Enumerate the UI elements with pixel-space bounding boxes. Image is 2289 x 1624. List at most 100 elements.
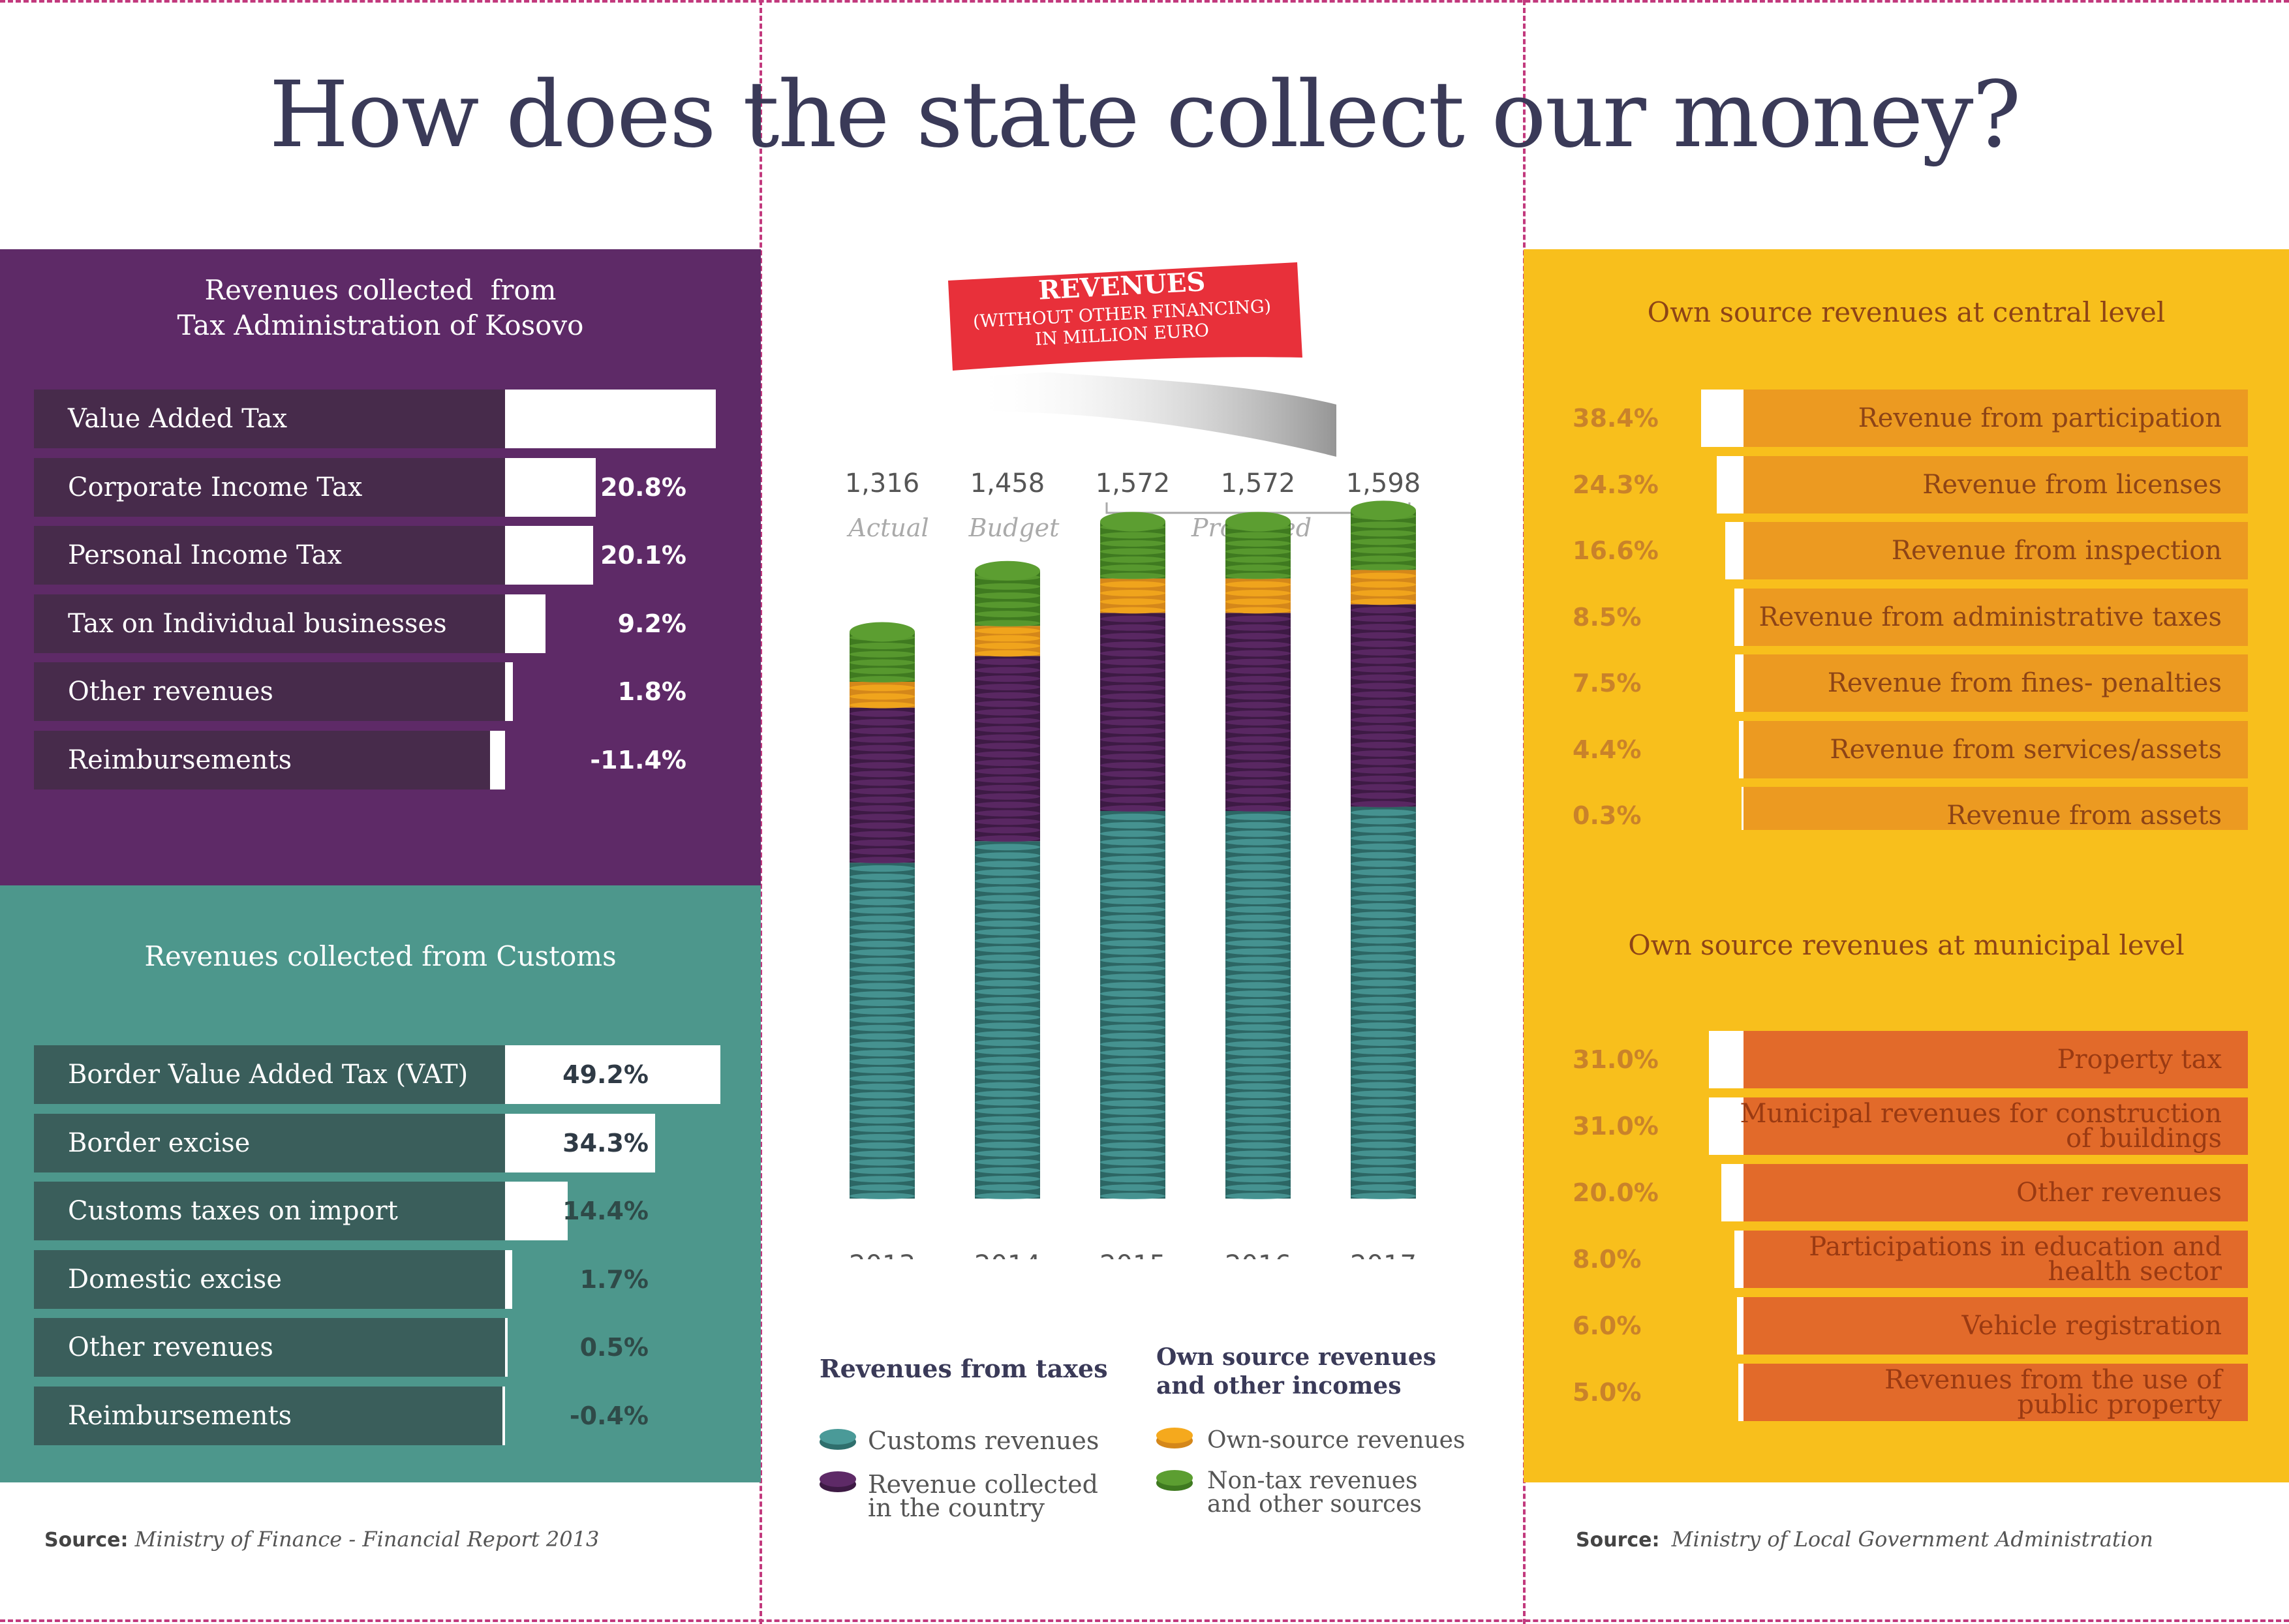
coin-edge	[1351, 649, 1416, 656]
coin-edge	[850, 1159, 915, 1166]
coin-edge	[975, 620, 1040, 627]
municipal-row-label-line: Revenues from the use of	[1884, 1365, 2222, 1395]
municipal-row: Property tax 31.0%	[1524, 1031, 2248, 1088]
coin-edge	[975, 1167, 1040, 1174]
coin-edge	[1351, 521, 1416, 529]
coin-edge	[1225, 548, 1291, 555]
coin-edge	[1225, 744, 1291, 752]
coin-edge	[1225, 830, 1291, 837]
banner-body	[948, 262, 1302, 371]
coin-edge	[975, 997, 1040, 1004]
municipal-row-strip	[1736, 1297, 1744, 1355]
tax_admin-row-label: Reimbursements	[34, 730, 505, 789]
coin-edge	[975, 642, 1040, 649]
coin-edge	[1351, 691, 1416, 698]
coin-edge	[850, 974, 915, 981]
coin-edge	[1225, 1142, 1291, 1149]
coin-edge	[1225, 1193, 1291, 1199]
coin-edge	[975, 1022, 1040, 1030]
coin-edge	[975, 726, 1040, 733]
coin-edge	[1225, 676, 1291, 682]
coin-edge	[1351, 1073, 1416, 1080]
coin-edge	[1225, 1015, 1291, 1022]
coin-edge	[1225, 667, 1291, 674]
coin-edge	[1225, 864, 1291, 871]
coin-edge	[1225, 965, 1291, 972]
customs-row-label: Reimbursements	[34, 1386, 505, 1445]
coin-edge	[1225, 1007, 1291, 1014]
municipal-row-label: Vehicle registration	[1962, 1297, 2222, 1355]
coin-edge	[1225, 590, 1291, 596]
stack-segment-country	[975, 656, 1040, 842]
stack-2015	[1100, 512, 1165, 1199]
coin-edge	[850, 1117, 915, 1124]
municipal-row: Municipal revenues for construction of bu…	[1524, 1097, 2248, 1155]
coin-edge	[1351, 733, 1416, 740]
coin-edge	[1225, 889, 1291, 896]
coin-edge	[975, 1014, 1040, 1021]
central-row-pct: 8.5%	[1573, 602, 1642, 632]
coin-edge	[975, 988, 1040, 995]
coin-edge	[1225, 855, 1291, 863]
coin-edge	[975, 1116, 1040, 1123]
coin-edge	[1100, 788, 1165, 795]
coin-edge	[850, 779, 915, 786]
customs-row-bar	[502, 1386, 505, 1445]
coin-edge	[850, 1058, 915, 1065]
coin-edge	[1225, 847, 1291, 854]
tax-administration-panel: Revenues collected from Tax Administrati…	[0, 249, 761, 885]
central-row-pct: 24.3%	[1573, 470, 1659, 499]
coin-edge	[850, 881, 915, 889]
coin-edge	[1351, 716, 1416, 724]
central-row-pct: 38.4%	[1573, 404, 1659, 433]
coin-edge	[1225, 1108, 1291, 1115]
coin-edge	[975, 627, 1040, 634]
coin-edge	[975, 700, 1040, 707]
coin-edge	[850, 890, 915, 897]
coin-edge	[975, 1090, 1040, 1097]
central-row-label-line: Revenue from administrative taxes	[1759, 602, 2222, 632]
municipal-row-pct: 5.0%	[1573, 1378, 1642, 1407]
coin-edge	[1100, 658, 1165, 666]
coin-edge	[850, 1041, 915, 1049]
tax-panel-title-line1: Revenues collected from	[204, 274, 557, 306]
stack-segment-nontax	[1225, 512, 1291, 579]
tax_admin-row-label: Other revenues	[34, 662, 505, 721]
customs-row-pct: 0.5%	[579, 1333, 649, 1362]
coin-edge	[975, 675, 1040, 682]
stack-top	[1351, 500, 1416, 521]
banner-shadow	[971, 365, 1336, 457]
coin-edge	[1100, 1066, 1165, 1073]
coin-edge	[1100, 771, 1165, 778]
municipal-row-pct: 20.0%	[1573, 1178, 1659, 1207]
coin-edge	[1351, 792, 1416, 799]
coin-edge	[1100, 864, 1165, 871]
stack-2014	[975, 560, 1040, 1199]
coin-edge	[850, 1075, 915, 1082]
coin-edge	[1225, 940, 1291, 947]
central-row-label-line: Revenue from fines- penalties	[1827, 668, 2222, 698]
tax_admin-row-bar	[505, 457, 596, 517]
coin-edge	[1100, 1142, 1165, 1149]
municipal-row-label-line: of buildings	[2066, 1124, 2222, 1154]
customs-row-bar	[505, 1045, 720, 1104]
coin-edge	[1351, 1141, 1416, 1148]
coin-edge	[1225, 572, 1291, 579]
coin-edge	[1225, 564, 1291, 572]
coin-edge	[1100, 872, 1165, 880]
coin-edge	[975, 1082, 1040, 1089]
coin-edge	[1100, 796, 1165, 803]
divider-top	[0, 0, 2289, 3]
central-row-bar	[1744, 720, 2248, 778]
municipal-row-label-line: Property tax	[2057, 1045, 2222, 1075]
coin-edge	[850, 1050, 915, 1057]
coin-edge	[1225, 684, 1291, 692]
coin-edge	[1100, 744, 1165, 752]
coin-edge	[1225, 1133, 1291, 1141]
year-label: 2013	[849, 1250, 915, 1259]
legend-customs-label: Customs revenues	[868, 1426, 1099, 1455]
coin-edge	[1351, 538, 1416, 545]
coin-edge	[1100, 676, 1165, 682]
coin-edge	[1351, 564, 1416, 571]
coin-edge	[850, 814, 915, 821]
